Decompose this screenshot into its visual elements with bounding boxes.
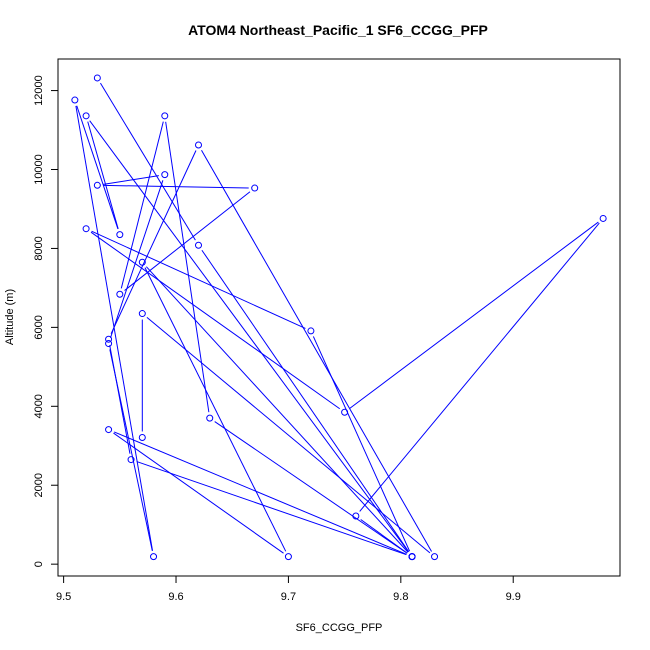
series-line-segment bbox=[360, 519, 408, 554]
x-tick-label: 9.5 bbox=[56, 591, 71, 603]
x-tick-label: 9.8 bbox=[393, 591, 408, 603]
series-line-segment bbox=[89, 120, 409, 553]
y-axis: 0 2000 4000 6000 8000 10000 12000 bbox=[33, 75, 58, 567]
data-point bbox=[161, 112, 169, 120]
series-line-segment bbox=[201, 149, 432, 552]
x-tick-label: 9.6 bbox=[168, 591, 183, 603]
data-point bbox=[82, 225, 90, 233]
data-point bbox=[352, 512, 360, 520]
y-tick-label: 12000 bbox=[33, 75, 45, 106]
data-points bbox=[71, 74, 607, 561]
y-tick-label: 6000 bbox=[33, 315, 45, 339]
series-line-segment bbox=[109, 345, 131, 454]
series-line-segment bbox=[90, 231, 341, 410]
data-point bbox=[195, 141, 202, 149]
data-point bbox=[116, 231, 124, 239]
series-line-segment bbox=[110, 150, 197, 334]
x-tick-label: 9.9 bbox=[506, 591, 521, 603]
series-line-segment bbox=[136, 461, 407, 556]
series-line-segment bbox=[91, 230, 306, 329]
series-line-segment bbox=[124, 191, 251, 291]
data-point bbox=[150, 553, 158, 561]
data-point bbox=[105, 426, 113, 434]
series-line-segment bbox=[201, 249, 410, 552]
data-point bbox=[341, 408, 349, 416]
data-point bbox=[116, 290, 124, 298]
data-point bbox=[307, 327, 315, 335]
series-line-segment bbox=[103, 184, 249, 189]
y-tick-label: 10000 bbox=[33, 154, 45, 185]
y-tick-label: 8000 bbox=[33, 236, 45, 260]
data-point bbox=[206, 414, 214, 422]
data-point bbox=[82, 112, 90, 120]
series-line-segment bbox=[165, 121, 210, 413]
data-point bbox=[71, 96, 79, 104]
series-line-segment bbox=[76, 105, 119, 230]
series-line-segment bbox=[87, 121, 119, 229]
series-line-segment bbox=[113, 432, 284, 554]
data-point bbox=[127, 456, 135, 464]
data-point bbox=[138, 258, 146, 266]
series-line-segment bbox=[113, 431, 407, 555]
data-point bbox=[161, 171, 169, 179]
y-tick-label: 4000 bbox=[33, 394, 45, 418]
data-point bbox=[138, 433, 146, 441]
data-point bbox=[599, 214, 607, 222]
series-line-segment bbox=[312, 336, 411, 552]
data-point bbox=[431, 553, 439, 561]
data-point bbox=[251, 184, 259, 192]
data-point bbox=[93, 181, 101, 189]
data-point bbox=[105, 340, 113, 348]
data-lines bbox=[75, 82, 600, 556]
series-line-segment bbox=[144, 267, 287, 552]
x-tick-label: 9.7 bbox=[281, 591, 296, 603]
data-point bbox=[105, 335, 113, 343]
data-point bbox=[284, 553, 292, 561]
series-line-segment bbox=[145, 266, 409, 553]
x-axis: 9.5 9.6 9.7 9.8 9.9 bbox=[56, 576, 521, 603]
series-line-segment bbox=[146, 317, 431, 554]
series-line-segment bbox=[359, 222, 600, 512]
series-line-segment bbox=[109, 180, 164, 339]
data-point bbox=[195, 241, 202, 249]
y-tick-label: 0 bbox=[33, 561, 45, 567]
series-line-segment bbox=[120, 121, 164, 289]
y-axis-label: Altitude (m) bbox=[4, 289, 16, 345]
data-point bbox=[93, 74, 101, 82]
series-line-segment bbox=[75, 105, 154, 551]
data-point bbox=[138, 310, 146, 318]
x-axis-label: SF6_CCGG_PFP bbox=[296, 622, 383, 634]
chart-title: ATOM4 Northeast_Pacific_1 SF6_CCGG_PFP bbox=[188, 22, 488, 38]
series-line-segment bbox=[349, 221, 599, 410]
plot-frame bbox=[57, 58, 621, 577]
y-tick-label: 2000 bbox=[33, 473, 45, 497]
series-line-segment bbox=[214, 421, 408, 554]
data-point bbox=[408, 553, 416, 561]
